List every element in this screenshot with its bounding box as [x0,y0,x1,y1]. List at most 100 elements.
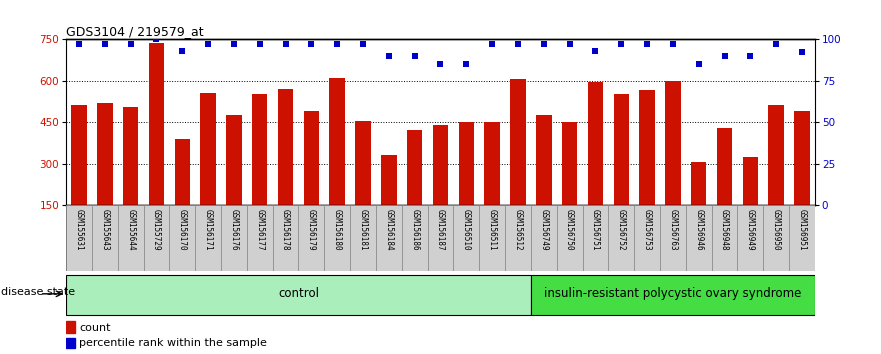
Bar [174,139,190,205]
Bar [562,122,577,205]
Bar [66,275,531,315]
Bar [588,82,603,205]
Text: GSM156763: GSM156763 [669,209,677,250]
Point [614,41,628,47]
Bar [454,205,479,271]
Bar [97,103,113,205]
Bar [485,122,500,205]
Bar [433,125,448,205]
Bar [196,205,221,271]
Text: GSM156950: GSM156950 [772,209,781,250]
Bar [376,205,402,271]
Text: GSM156751: GSM156751 [591,209,600,250]
Text: control: control [278,287,319,300]
Point [72,41,86,47]
Bar [557,205,582,271]
Point [537,41,551,47]
Point [692,61,706,67]
Text: GSM156171: GSM156171 [204,209,212,250]
Bar [691,162,707,205]
Bar [536,115,552,205]
Bar [685,205,712,271]
Bar [226,115,241,205]
Bar [634,205,660,271]
Bar [510,79,526,205]
Text: GSM156186: GSM156186 [411,209,419,250]
Text: GSM156170: GSM156170 [178,209,187,250]
Text: GSM156949: GSM156949 [746,209,755,250]
Text: GSM156511: GSM156511 [488,209,497,250]
Bar [609,205,634,271]
Bar [66,205,92,271]
Bar [304,111,319,205]
Point [253,41,267,47]
Bar [169,205,196,271]
Point [511,41,525,47]
Bar [278,89,293,205]
Bar [329,78,345,205]
Bar [427,205,454,271]
Point [356,41,370,47]
Bar [247,205,272,271]
Bar [381,155,396,205]
Bar [665,81,681,205]
Text: percentile rank within the sample: percentile rank within the sample [79,338,267,348]
Text: GSM156749: GSM156749 [539,209,548,250]
Text: GSM156177: GSM156177 [255,209,264,250]
Point [201,41,215,47]
Bar [299,205,324,271]
Bar [221,205,247,271]
Bar [717,128,732,205]
Bar [149,43,164,205]
Bar [712,205,737,271]
Point [769,41,783,47]
Bar [582,205,609,271]
Point [795,50,809,55]
Bar [355,121,371,205]
Text: GSM156181: GSM156181 [359,209,367,250]
Bar [768,105,784,205]
Bar [350,205,376,271]
Text: GSM156510: GSM156510 [462,209,470,250]
Bar [252,95,268,205]
Text: GSM156946: GSM156946 [694,209,703,250]
Bar [144,205,169,271]
Bar [92,205,118,271]
Point [640,41,654,47]
Point [459,61,473,67]
Text: GSM156948: GSM156948 [720,209,729,250]
Text: GSM156753: GSM156753 [642,209,652,250]
Bar [531,275,815,315]
Bar [505,205,531,271]
Bar [272,205,299,271]
Point [563,41,577,47]
Point [744,53,758,58]
Bar [640,90,655,205]
Text: GSM156180: GSM156180 [333,209,342,250]
Bar [402,205,427,271]
Point [433,61,448,67]
Bar [71,105,86,205]
Text: GSM156951: GSM156951 [797,209,806,250]
Point [278,41,292,47]
Bar [407,131,422,205]
Text: disease state: disease state [1,287,75,297]
Point [485,41,500,47]
Bar [789,205,815,271]
Text: insulin-resistant polycystic ovary syndrome: insulin-resistant polycystic ovary syndr… [544,287,802,300]
Point [666,41,680,47]
Text: GDS3104 / 219579_at: GDS3104 / 219579_at [66,25,204,38]
Text: GSM156752: GSM156752 [617,209,626,250]
Bar [737,205,763,271]
Text: GSM156750: GSM156750 [565,209,574,250]
Text: GSM156176: GSM156176 [229,209,239,250]
Point [304,41,318,47]
Point [717,53,731,58]
Bar [118,205,144,271]
Bar [795,111,810,205]
Bar [459,122,474,205]
Bar [660,205,685,271]
Text: GSM156178: GSM156178 [281,209,290,250]
Text: count: count [79,322,111,332]
Bar [324,205,350,271]
